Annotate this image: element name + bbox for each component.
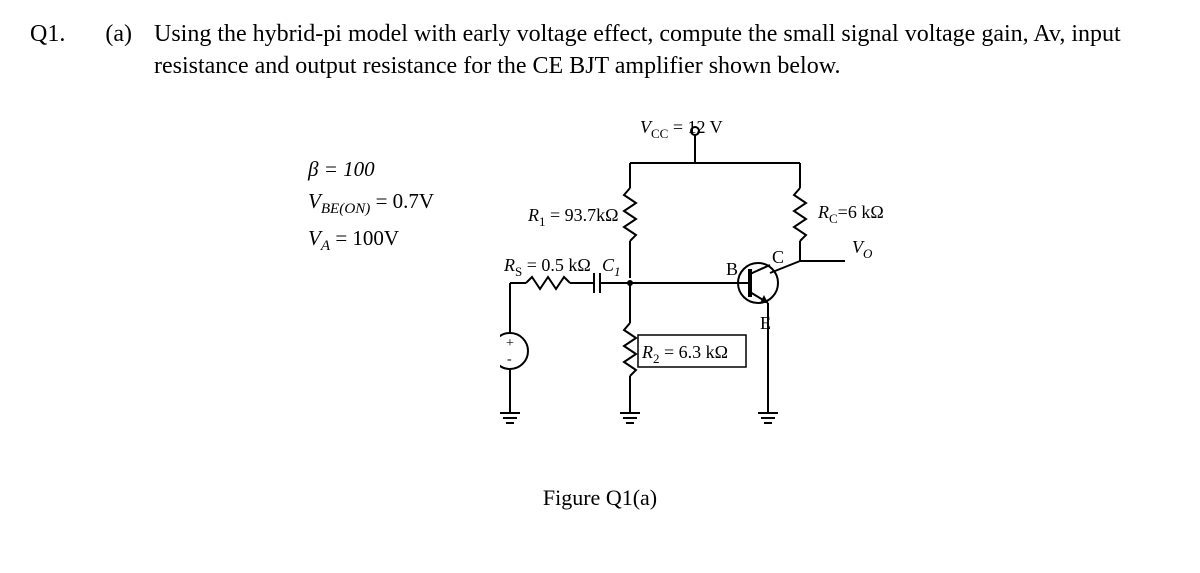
param-vbe: VBE(ON) = 0.7V (308, 185, 434, 222)
label-rs: RS = 0.5 kΩ (503, 255, 591, 279)
label-vo: VO (852, 237, 873, 261)
circuit-params: β = 100 VBE(ON) = 0.7V VA = 100V (308, 153, 434, 259)
label-r2: R2 = 6.3 kΩ (641, 342, 728, 366)
label-r1: R1 = 93.7kΩ (527, 205, 619, 229)
circuit-diagram: VCC = 12 V R1 = 93.7kΩ RC=6 kΩ VO (500, 113, 900, 453)
question-prompt: Using the hybrid-pi model with early vol… (154, 18, 1170, 83)
svg-text:+: + (506, 336, 514, 351)
svg-text:-: - (507, 352, 512, 367)
label-c1: C1 (602, 255, 621, 279)
label-c: C (772, 247, 784, 267)
param-beta: β = 100 (308, 153, 434, 186)
question-part: (a) (87, 18, 132, 50)
label-b: B (726, 259, 738, 279)
param-va: VA = 100V (308, 222, 434, 259)
label-rc: RC=6 kΩ (817, 202, 884, 226)
figure-area: β = 100 VBE(ON) = 0.7V VA = 100V VCC = 1… (300, 113, 900, 493)
label-vcc: VCC = 12 V (640, 117, 723, 141)
question-number: Q1. (30, 18, 65, 50)
figure-caption: Figure Q1(a) (300, 485, 900, 511)
label-e: E (760, 313, 771, 333)
